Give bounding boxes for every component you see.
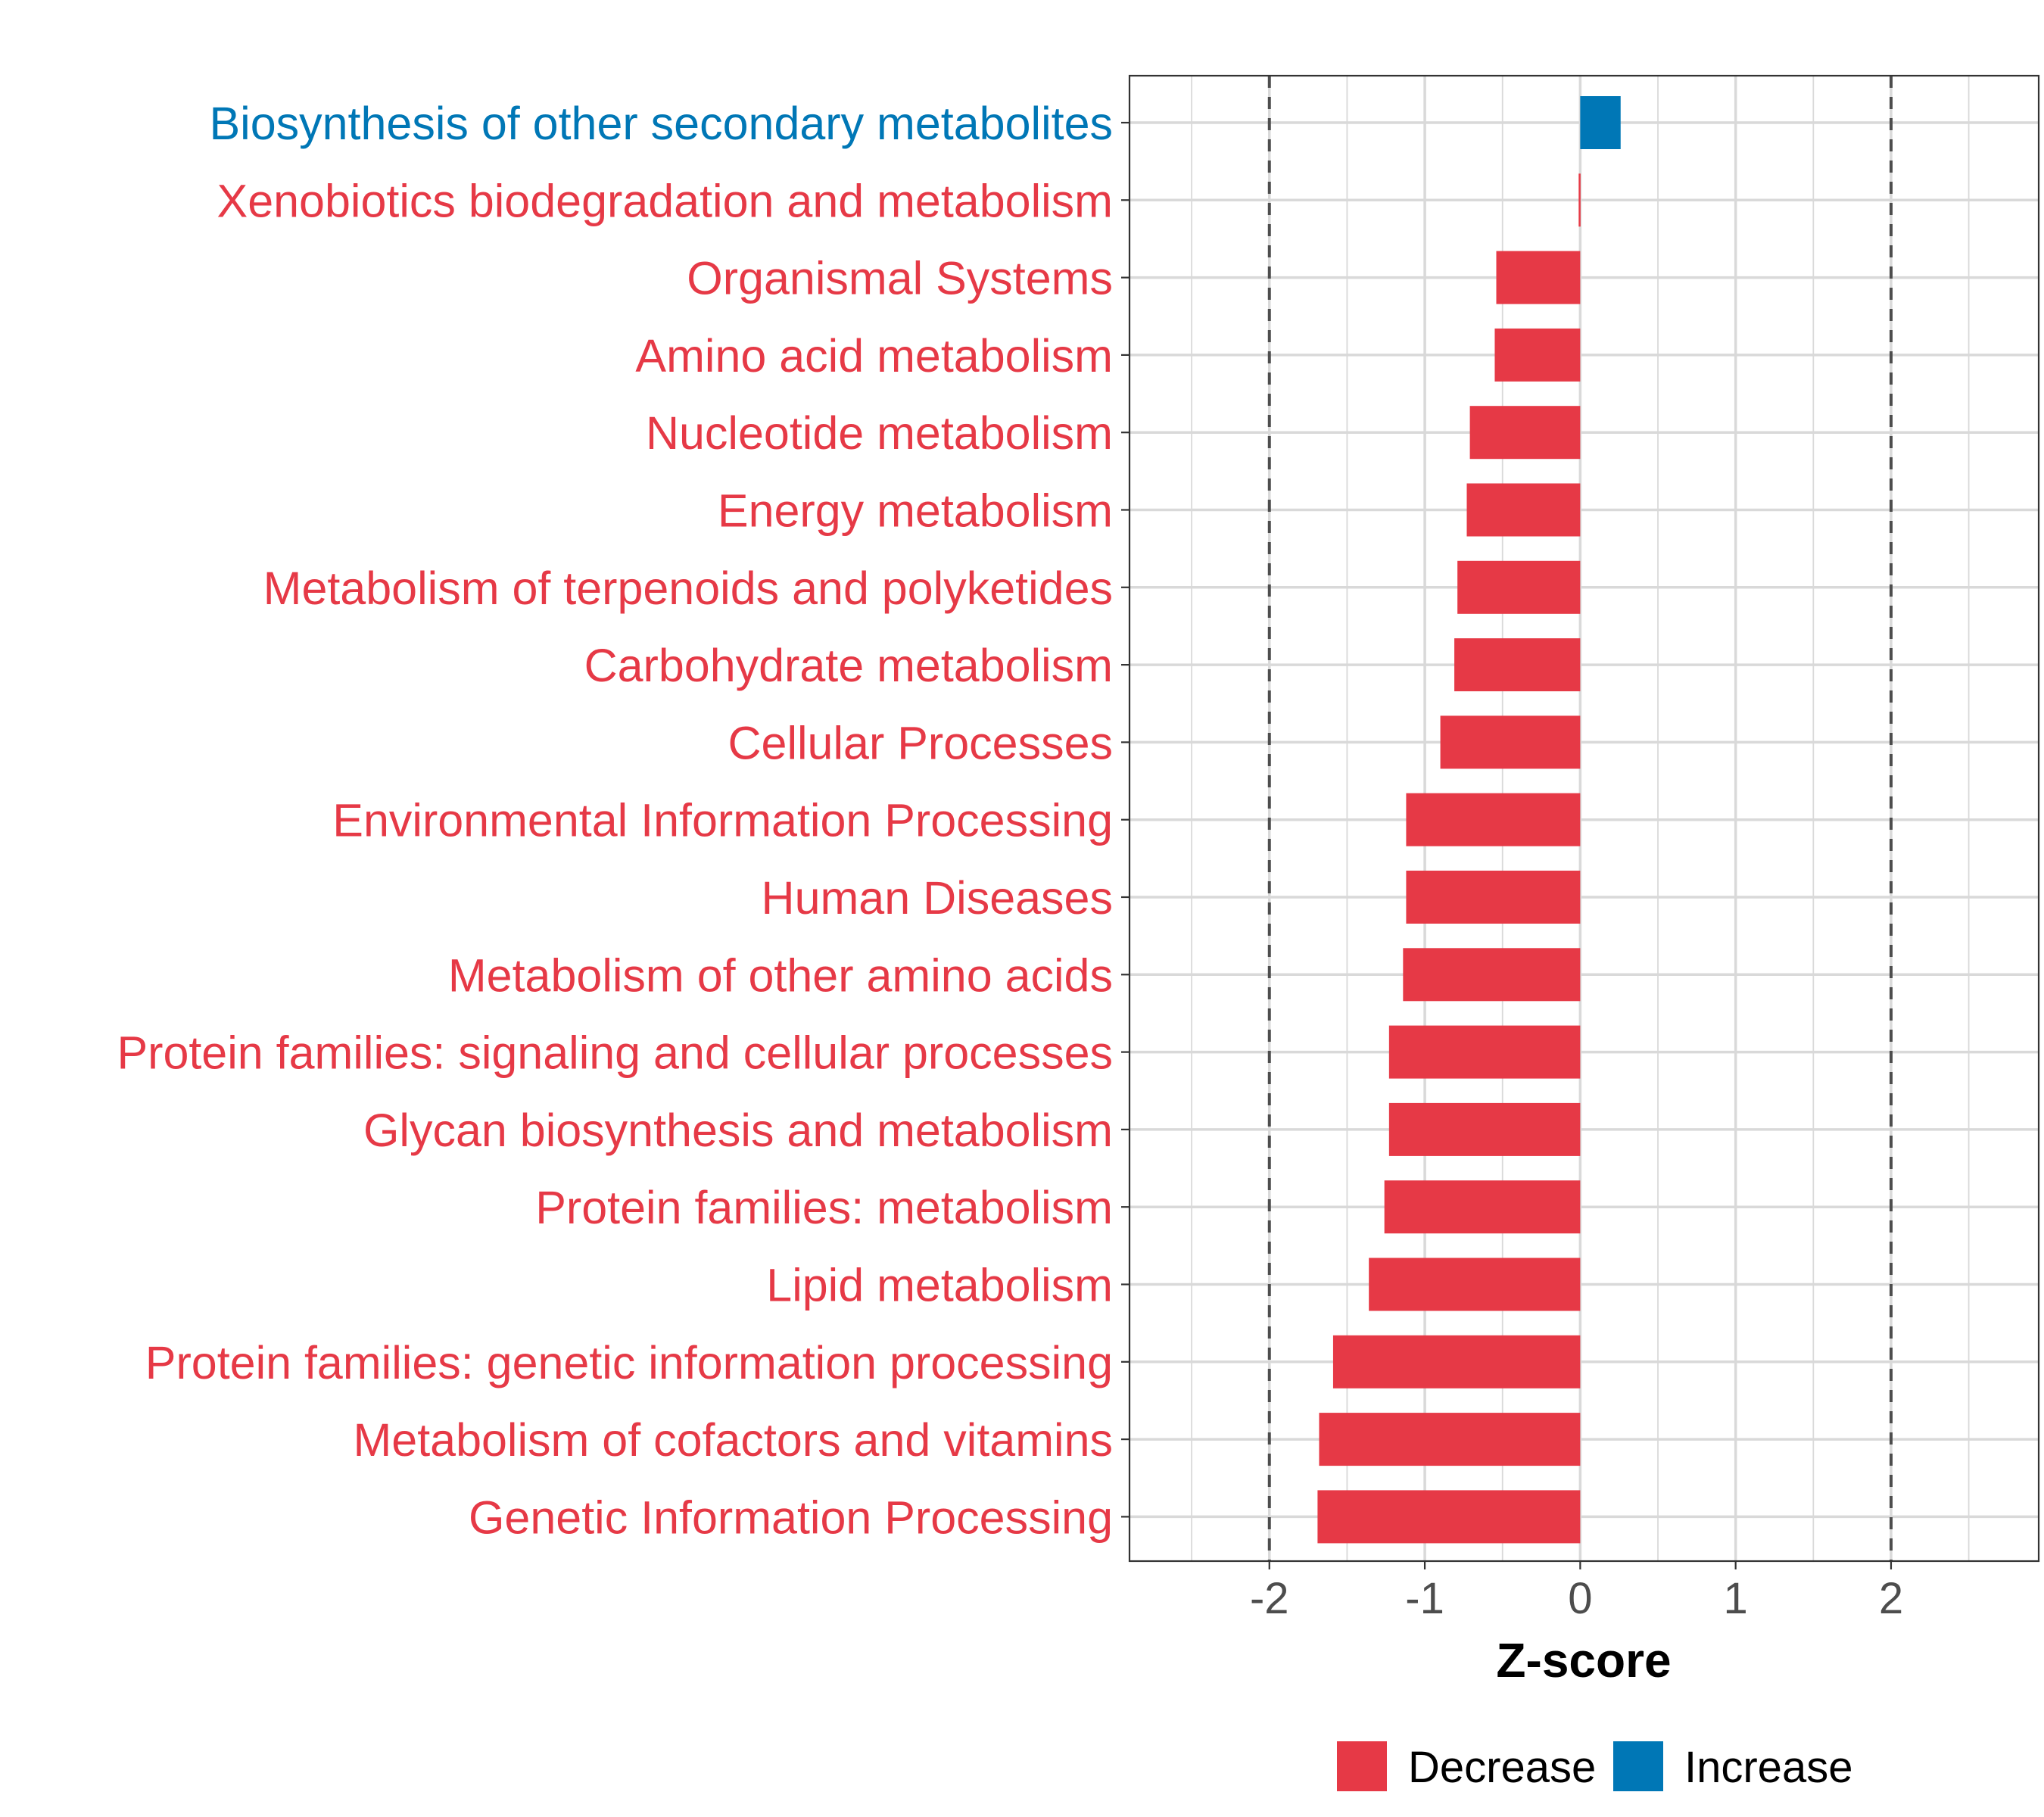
- bar: [1466, 483, 1581, 537]
- legend-swatch: [1613, 1741, 1663, 1791]
- y-tick-label: Glycan biosynthesis and metabolism: [363, 1105, 1113, 1156]
- legend-swatch: [1337, 1741, 1387, 1791]
- y-tick-label: Metabolism of other amino acids: [448, 949, 1113, 1001]
- y-axis: Biosynthesis of other secondary metaboli…: [117, 98, 1129, 1543]
- legend-label: Increase: [1684, 1743, 1852, 1792]
- bar: [1317, 1490, 1581, 1544]
- y-tick-label: Biosynthesis of other secondary metaboli…: [209, 98, 1113, 149]
- bar: [1469, 406, 1581, 460]
- bar: [1388, 1025, 1581, 1079]
- y-tick-label: Genetic Information Processing: [469, 1491, 1113, 1543]
- legend: Decrease Increase: [1337, 1741, 1852, 1792]
- y-tick-label: Amino acid metabolism: [635, 330, 1113, 382]
- y-tick-label: Protein families: signaling and cellular…: [117, 1027, 1113, 1079]
- x-tick-label: 0: [1568, 1574, 1592, 1623]
- y-tick-label: Xenobiotics biodegradation and metabolis…: [217, 175, 1113, 226]
- y-tick-label: Organismal Systems: [687, 253, 1113, 304]
- x-tick-label: -1: [1405, 1574, 1444, 1623]
- bar: [1388, 1102, 1581, 1156]
- y-tick-label: Environmental Information Processing: [332, 795, 1113, 846]
- bar: [1406, 793, 1581, 846]
- bar: [1494, 328, 1581, 382]
- bar: [1406, 871, 1581, 924]
- y-tick-label: Carbohydrate metabolism: [584, 640, 1113, 691]
- y-tick-label: Metabolism of cofactors and vitamins: [353, 1414, 1113, 1466]
- bar: [1384, 1180, 1581, 1234]
- x-tick-label: 2: [1879, 1574, 1903, 1623]
- y-tick-label: Nucleotide metabolism: [646, 407, 1113, 459]
- legend-label: Decrease: [1408, 1743, 1596, 1792]
- y-tick-label: Energy metabolism: [718, 485, 1113, 537]
- bar: [1403, 948, 1581, 1002]
- x-tick-label: 1: [1724, 1574, 1748, 1623]
- bar: [1496, 251, 1581, 304]
- bar: [1578, 173, 1581, 227]
- plot-panel-border: [1128, 74, 2040, 1563]
- reference-lines: [1267, 76, 1893, 1561]
- y-tick-label: Protein families: metabolism: [535, 1182, 1113, 1233]
- grid-lines: [1129, 76, 2039, 1561]
- bars: [1317, 96, 1621, 1544]
- y-tick-label: Metabolism of terpenoids and polyketides: [263, 563, 1113, 614]
- bar: [1319, 1413, 1581, 1466]
- x-axis: -2 -1 0 1 2: [1250, 1561, 1903, 1623]
- bar: [1580, 96, 1621, 149]
- bar: [1454, 638, 1581, 692]
- y-tick-label: Protein families: genetic information pr…: [145, 1337, 1113, 1388]
- x-axis-title: Z-score: [1496, 1633, 1671, 1688]
- y-tick-label: Cellular Processes: [728, 717, 1113, 768]
- bar: [1369, 1258, 1581, 1311]
- y-tick-label: Human Diseases: [762, 872, 1113, 924]
- bar: [1457, 560, 1581, 614]
- y-tick-label: Lipid metabolism: [766, 1260, 1113, 1311]
- bar: [1332, 1335, 1581, 1388]
- bar: [1440, 715, 1581, 769]
- x-tick-label: -2: [1250, 1574, 1289, 1623]
